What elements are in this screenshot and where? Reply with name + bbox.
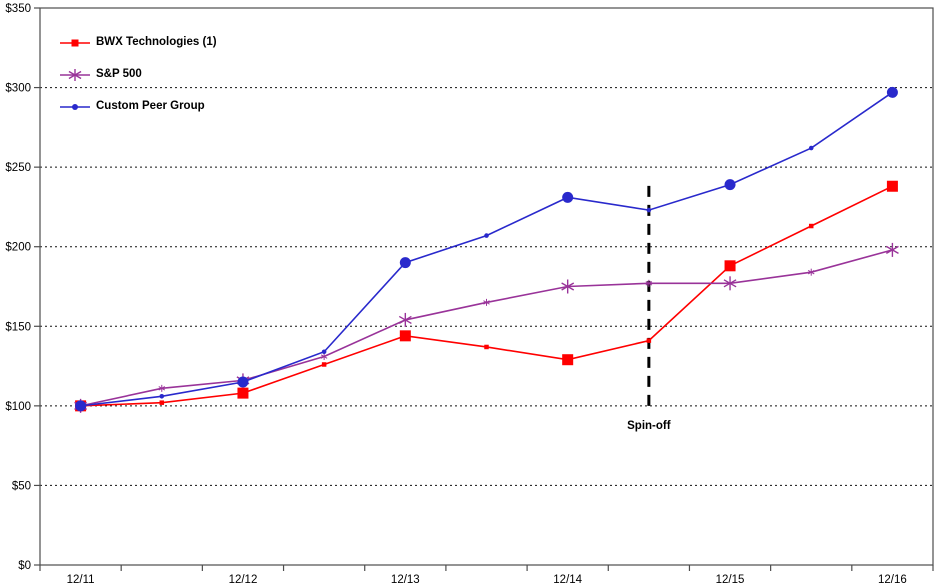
data-point-circle xyxy=(886,86,898,98)
data-point-square xyxy=(237,387,249,399)
series-s-p-500 xyxy=(74,242,899,413)
data-point-circle xyxy=(562,191,574,203)
data-point-asterisk xyxy=(807,269,815,275)
data-point-asterisk xyxy=(645,281,653,286)
y-tick-label-200: $200 xyxy=(5,242,31,254)
data-point-square xyxy=(399,330,411,342)
legend: BWX Technologies (1) S&P 500 Custom Peer… xyxy=(60,26,217,122)
series-line-bwx-technologies-1 xyxy=(80,185,893,407)
y-tick-label-50: $50 xyxy=(12,480,31,492)
x-tick-label-12-13: 12/13 xyxy=(391,574,420,586)
data-point-asterisk xyxy=(483,300,490,305)
data-point-asterisk xyxy=(885,245,899,255)
data-point-asterisk xyxy=(68,70,82,80)
legend-item-custom-peer-group: Custom Peer Group xyxy=(60,90,217,122)
legend-label-bwx-technologies: BWX Technologies (1) xyxy=(96,36,217,48)
data-point-circle xyxy=(646,207,652,213)
legend-item-sp500: S&P 500 xyxy=(60,58,217,90)
x-tick-label-12-16: 12/16 xyxy=(878,574,907,586)
y-tick-label-350: $350 xyxy=(5,3,31,15)
data-point-square xyxy=(724,260,736,272)
sp500-asterisk-marker-icon xyxy=(60,68,90,82)
y-tick-label-100: $100 xyxy=(5,401,31,413)
data-point-circle xyxy=(237,376,249,388)
data-point-circle xyxy=(159,394,165,399)
data-point-asterisk xyxy=(561,282,575,291)
data-point-square xyxy=(321,362,327,367)
legend-item-bwx-technologies: BWX Technologies (1) xyxy=(60,26,217,58)
legend-label-custom-peer-group: Custom Peer Group xyxy=(96,100,205,112)
series-custom-peer-group xyxy=(75,86,898,412)
legend-icon-svg xyxy=(60,68,90,82)
data-point-square xyxy=(808,223,814,229)
x-tick-label-12-14: 12/14 xyxy=(553,574,582,586)
data-point-circle xyxy=(321,349,327,355)
data-point-circle xyxy=(75,400,87,412)
data-point-circle xyxy=(724,179,736,191)
legend-icon-svg xyxy=(60,39,90,47)
x-tick-label-12-12: 12/12 xyxy=(229,574,258,586)
x-tick-label-12-15: 12/15 xyxy=(716,574,745,586)
x-tick-label-12-11: 12/11 xyxy=(67,574,95,586)
bwx-square-marker-icon xyxy=(60,36,90,48)
series-line-s-p-500 xyxy=(80,249,893,407)
peer-group-circle-marker-icon xyxy=(60,100,90,112)
data-point-square xyxy=(646,338,652,343)
data-point-asterisk xyxy=(320,354,328,359)
series-bwx-technologies-1 xyxy=(75,180,898,412)
data-point-square xyxy=(484,344,489,350)
y-tick-label-150: $150 xyxy=(5,321,31,333)
y-tick-label-250: $250 xyxy=(5,162,31,174)
data-point-square xyxy=(562,354,574,366)
data-point-circle xyxy=(399,257,411,269)
data-point-square xyxy=(159,400,165,405)
data-point-circle xyxy=(484,233,489,238)
series-line-custom-peer-group xyxy=(80,91,893,407)
data-point-circle xyxy=(808,145,814,151)
plot-border xyxy=(39,7,934,566)
data-point-circle xyxy=(72,104,78,110)
legend-icon-svg xyxy=(60,104,90,110)
data-point-asterisk xyxy=(723,279,737,288)
data-point-asterisk xyxy=(398,315,412,325)
data-point-square xyxy=(71,39,79,47)
spin-off-annotation-label: Spin-off xyxy=(627,420,671,432)
legend-label-sp500: S&P 500 xyxy=(96,68,142,80)
y-tick-label-0: $0 xyxy=(18,560,31,572)
data-point-asterisk xyxy=(158,386,166,391)
data-point-square xyxy=(886,180,898,192)
y-tick-label-300: $300 xyxy=(5,83,31,95)
